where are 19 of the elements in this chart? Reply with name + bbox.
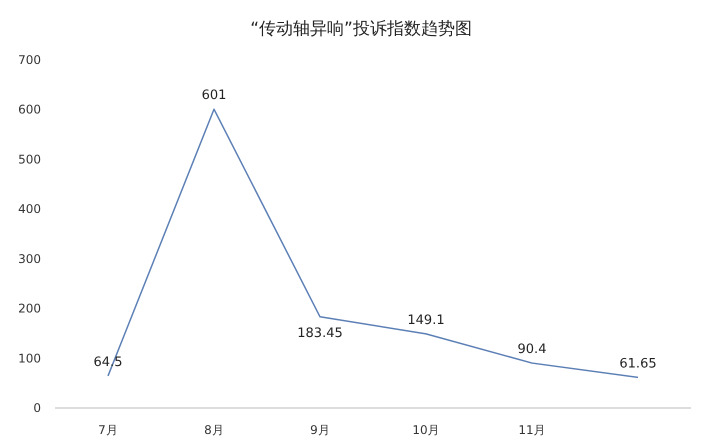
x-tick-label: 8月 [204,423,224,437]
x-tick-label: 11月 [518,423,546,437]
chart-title: “传动轴异响”投诉指数趋势图 [250,19,472,39]
data-label: 183.45 [297,326,343,341]
data-label: 601 [202,88,226,104]
y-tick-label: 700 [18,53,41,67]
x-tick-label: 10月 [412,423,440,437]
data-label: 90.4 [518,342,546,358]
y-tick-label: 200 [18,302,41,316]
y-tick-label: 100 [18,351,41,366]
data-label: 61.65 [619,356,657,372]
y-tick-label: 500 [18,152,41,166]
y-tick-label: 400 [18,202,41,216]
x-tick-label: 7月 [98,423,118,437]
x-tick-label: 9月 [310,423,330,437]
y-tick-label: 0 [33,401,41,415]
y-tick-label: 300 [18,252,41,266]
data-label: 149.1 [407,312,445,328]
y-tick-label: 600 [18,102,41,117]
